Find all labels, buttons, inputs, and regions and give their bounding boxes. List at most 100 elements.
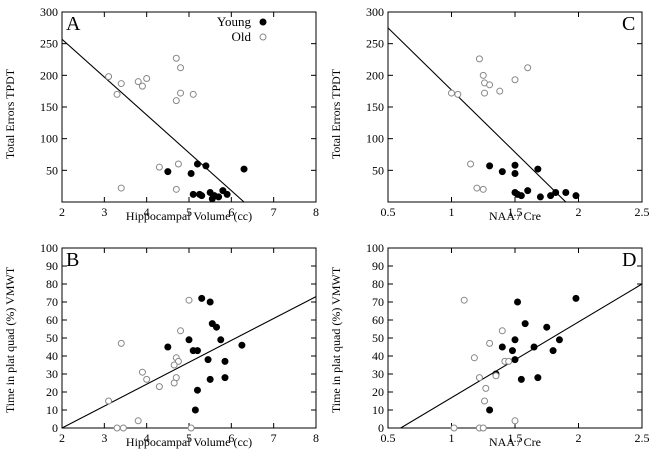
data-point-old [492,372,500,380]
data-point-young [511,336,519,344]
x-tick-label: 2 [59,431,65,445]
data-point-young [547,192,555,200]
x-tick-label: 4 [144,431,150,445]
data-point-young [217,336,225,344]
x-tick-label: 5 [186,205,192,219]
data-point-old [105,397,113,405]
x-tick-label: 6 [228,431,234,445]
x-tick-label: 1 [449,431,455,445]
x-axis-title: NAA / Cre [489,435,541,449]
data-point-young [164,343,172,351]
x-tick-label: 8 [313,205,319,219]
y-tick-label: 80 [372,277,384,291]
data-point-young [543,323,551,331]
data-point-old [138,368,146,376]
data-point-old [479,424,487,432]
data-point-old [134,78,142,86]
data-point-old [481,89,489,97]
y-tick-label: 30 [372,367,384,381]
data-point-young [552,189,560,196]
legend-marker-young [259,18,267,26]
y-tick-label: 150 [366,100,384,114]
data-point-old [143,375,151,383]
data-point-old [475,55,483,63]
data-point-old [473,184,481,192]
legend-label: Young [217,14,252,29]
data-point-young [534,165,542,173]
data-point-old [143,75,151,82]
data-point-old [172,374,180,382]
data-point-young [517,375,525,383]
data-point-old [187,424,195,432]
data-point-young [189,190,197,198]
data-point-old [177,327,185,335]
data-point-old [467,160,475,168]
data-point-young [198,192,206,200]
data-point-young [238,341,246,349]
data-point-young [187,170,195,177]
data-point-old [486,339,494,347]
panel-letter: C [622,13,635,35]
y-tick-label: 100 [40,132,58,146]
y-tick-label: 300 [366,5,384,19]
data-point-young [198,294,206,302]
x-tick-label: 1 [449,205,455,219]
data-point-young [221,357,229,365]
data-point-old [189,90,197,98]
y-axis-title: Time in plat quad (%) VMWT [329,266,343,413]
y-tick-label: 10 [372,403,384,417]
data-point-young [530,343,538,351]
regression-line [62,296,316,428]
data-point-old [172,97,180,105]
data-point-old [524,64,532,72]
data-point-young [204,356,212,364]
y-tick-label: 90 [46,259,58,273]
y-tick-label: 0 [378,421,384,435]
data-point-old [450,424,458,432]
data-point-old [511,76,519,84]
panel-letter: A [66,13,81,35]
y-tick-label: 80 [46,277,58,291]
x-tick-label: 7 [271,205,277,219]
x-tick-label: 3 [101,205,107,219]
data-point-old [113,424,121,432]
y-axis-title: Time in plat quad (%) VMWT [3,266,17,413]
data-point-old [481,397,489,405]
x-tick-label: 0.5 [381,205,396,219]
data-point-young [498,168,506,176]
data-point-old [113,90,121,98]
chart-panel-a: 2 3 4 5 6 7 8 50 100 150 200 250 300 Hippocampal Volu… [3,5,319,223]
data-point-old [460,296,468,304]
data-point-old [448,89,455,97]
y-tick-label: 300 [40,5,58,19]
panel-letter: D [622,249,636,271]
legend-marker-old [259,33,267,41]
data-point-old [117,80,125,88]
x-tick-label: 1.5 [508,431,523,445]
y-tick-label: 70 [46,295,58,309]
data-point-young [524,187,532,195]
data-point-young [549,347,557,355]
y-tick-label: 50 [46,163,58,177]
regression-line [62,38,245,202]
y-tick-label: 40 [46,349,58,363]
y-tick-label: 250 [366,37,384,51]
y-tick-label: 20 [372,385,384,399]
data-point-young [521,320,529,328]
data-point-young [223,190,231,198]
data-point-old [117,339,125,347]
x-tick-label: 7 [271,431,277,445]
y-tick-label: 60 [46,313,58,327]
x-axis-title: Hippocampal Volume (cc) [126,435,252,449]
x-tick-label: 0.5 [381,431,396,445]
data-point-old [172,185,180,193]
data-point-young [486,406,494,414]
data-point-young [191,406,199,414]
data-point-young [164,168,172,176]
data-point-old [177,64,185,72]
data-point-young [511,356,519,364]
data-point-old [138,82,146,90]
data-point-old [174,160,182,168]
y-tick-label: 50 [372,331,384,345]
y-axis-title: Total Errors TPDT [3,68,17,159]
